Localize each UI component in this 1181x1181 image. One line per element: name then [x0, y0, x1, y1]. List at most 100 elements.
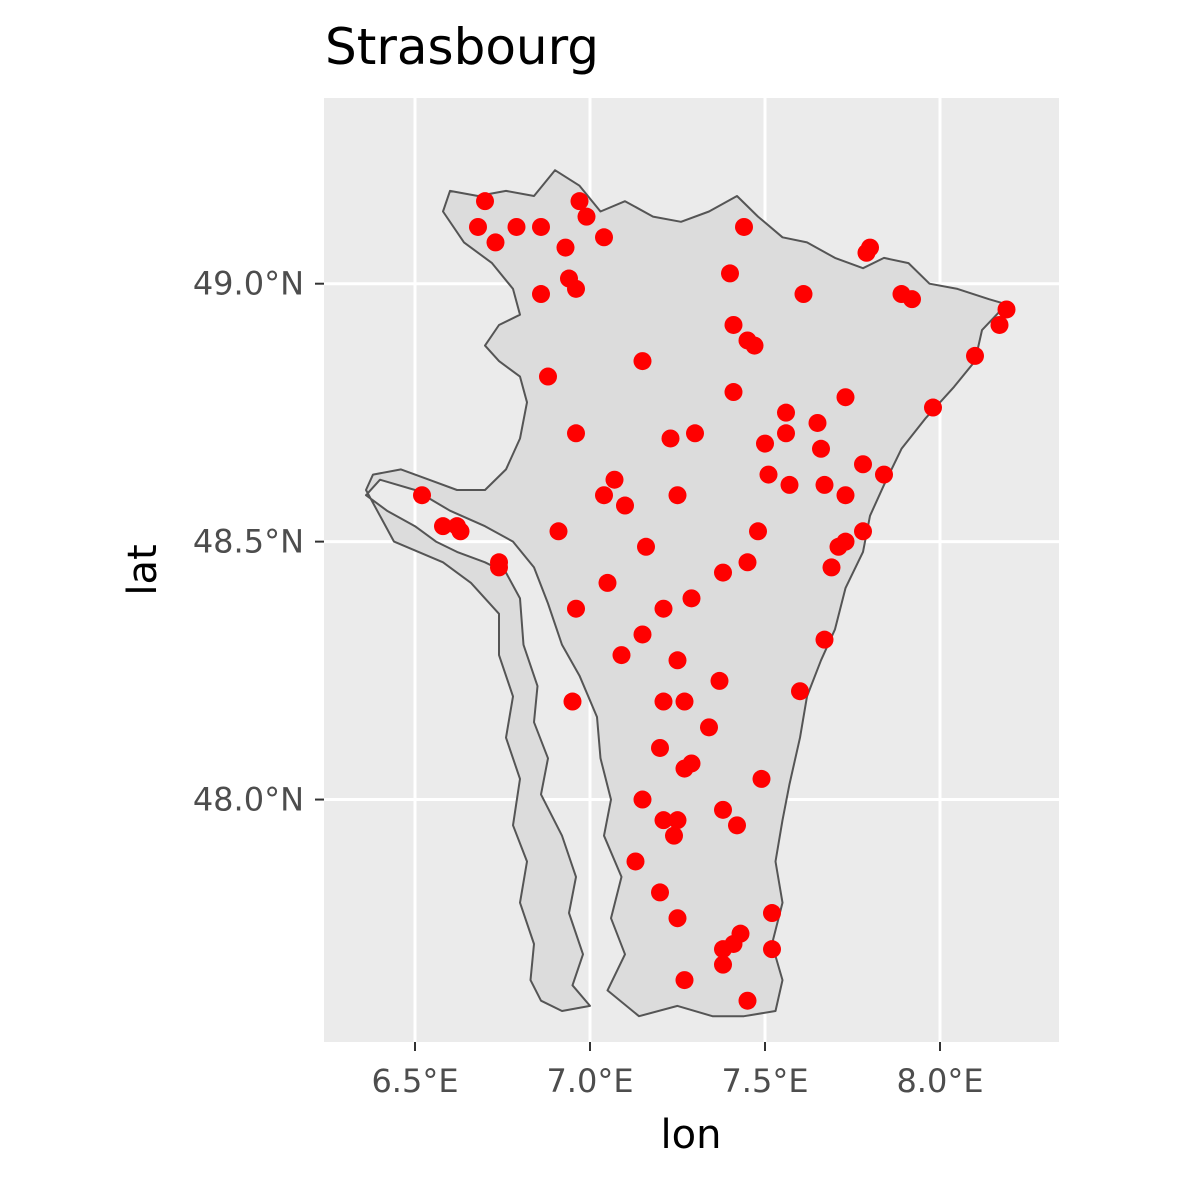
data-point-97: [738, 991, 757, 1010]
data-point-68: [815, 630, 834, 649]
data-point-12: [721, 264, 739, 283]
x-axis-title: lon: [661, 1112, 722, 1158]
data-point-75: [654, 692, 673, 711]
data-point-42: [815, 475, 834, 494]
data-point-31: [808, 413, 827, 432]
data-point-76: [700, 718, 718, 737]
data-point-28: [836, 388, 855, 407]
data-point-7: [595, 228, 613, 247]
data-point-96: [675, 971, 694, 990]
data-point-36: [756, 434, 774, 453]
data-point-21: [724, 315, 743, 334]
data-point-95: [714, 955, 732, 974]
data-point-93: [714, 940, 732, 959]
y-axis-title: lat: [120, 544, 166, 595]
data-point-65: [567, 599, 585, 618]
data-point-39: [875, 465, 893, 484]
y-tick-label-0: 48.0°N: [193, 781, 304, 819]
data-point-84: [668, 811, 687, 830]
data-point-69: [612, 646, 631, 665]
data-point-66: [654, 599, 673, 618]
data-point-14: [567, 279, 585, 298]
data-point-46: [668, 486, 687, 505]
data-point-41: [605, 470, 624, 489]
data-point-52: [549, 522, 568, 541]
data-point-77: [651, 738, 669, 757]
data-point-37: [812, 439, 830, 458]
data-point-73: [563, 692, 582, 711]
x-tick-label-1: 7.0°E: [546, 1062, 633, 1100]
data-point-59: [490, 558, 508, 577]
data-point-74: [675, 692, 694, 711]
data-point-70: [668, 651, 687, 670]
data-point-20: [990, 315, 1009, 334]
data-point-94: [763, 940, 781, 959]
data-point-11: [857, 243, 876, 262]
data-point-34: [686, 424, 704, 443]
data-point-60: [738, 553, 757, 572]
data-point-72: [791, 682, 809, 701]
data-point-86: [665, 826, 683, 845]
data-point-87: [626, 852, 645, 871]
data-point-79: [675, 759, 694, 778]
data-point-6: [735, 217, 753, 236]
data-point-15: [532, 285, 550, 304]
x-tick-label-2: 7.5°E: [721, 1062, 808, 1100]
data-point-30: [777, 403, 795, 422]
data-point-24: [966, 346, 984, 365]
data-point-26: [539, 367, 557, 386]
points-layer: [413, 192, 1016, 1010]
data-point-45: [595, 486, 613, 505]
data-point-35: [661, 429, 680, 448]
data-point-1: [570, 192, 589, 211]
data-point-19: [997, 300, 1016, 319]
data-point-85: [728, 816, 746, 835]
data-point-3: [469, 217, 487, 236]
data-point-61: [822, 558, 841, 577]
data-point-16: [794, 285, 813, 304]
chart-title: Strasbourg: [325, 18, 599, 76]
data-point-62: [714, 563, 732, 582]
data-point-63: [598, 573, 617, 592]
data-point-2: [577, 207, 596, 226]
data-point-57: [637, 537, 655, 556]
data-point-81: [633, 790, 652, 809]
data-point-23: [745, 336, 764, 355]
data-point-49: [434, 517, 452, 536]
data-point-71: [710, 671, 729, 690]
data-point-0: [476, 192, 494, 211]
data-point-56: [829, 537, 848, 556]
y-tick-label-1: 48.5°N: [193, 523, 304, 561]
data-point-32: [567, 424, 585, 443]
data-point-47: [836, 486, 855, 505]
data-point-18: [903, 290, 921, 309]
data-point-5: [532, 217, 550, 236]
data-point-51: [451, 522, 470, 541]
x-tick-label-0: 6.5°E: [371, 1062, 458, 1100]
data-point-90: [668, 909, 687, 928]
data-point-82: [714, 800, 732, 819]
data-point-40: [759, 465, 778, 484]
data-point-25: [633, 352, 652, 371]
data-point-43: [780, 475, 799, 494]
data-point-29: [924, 398, 942, 417]
y-tick-label-2: 49.0°N: [193, 265, 304, 303]
data-point-44: [413, 486, 431, 505]
data-point-67: [633, 625, 652, 644]
data-point-54: [854, 522, 872, 541]
data-point-8: [486, 233, 505, 252]
data-point-88: [651, 883, 669, 902]
data-point-48: [616, 496, 634, 515]
x-tick-label-3: 8.0°E: [896, 1062, 983, 1100]
y-axis: 48.0°N 48.5°N 49.0°N: [193, 265, 324, 819]
data-point-38: [854, 455, 872, 474]
x-axis: 6.5°E 7.0°E 7.5°E 8.0°E: [371, 1042, 984, 1100]
data-point-89: [763, 904, 781, 923]
data-point-53: [749, 522, 767, 541]
data-point-27: [724, 383, 743, 402]
data-point-80: [752, 769, 771, 788]
data-point-64: [682, 589, 701, 608]
data-point-4: [507, 217, 526, 236]
data-point-9: [556, 238, 575, 257]
